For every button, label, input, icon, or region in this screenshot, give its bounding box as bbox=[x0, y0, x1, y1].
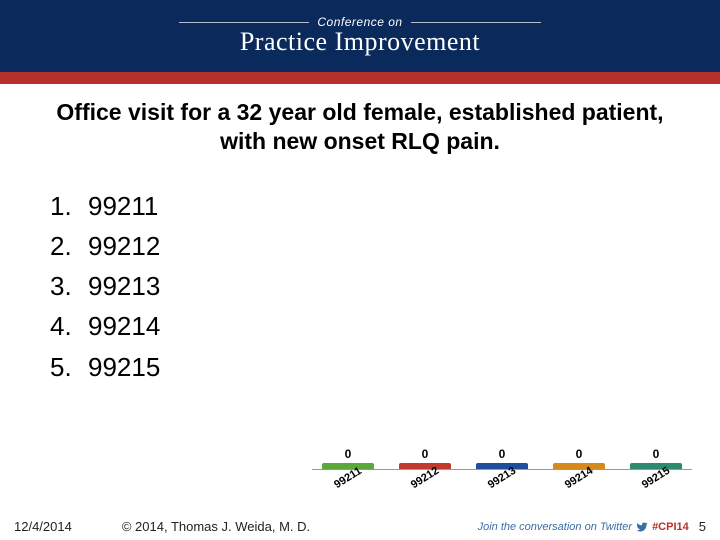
option-row: 3. 99213 bbox=[50, 266, 720, 306]
rule-left bbox=[179, 22, 309, 23]
slide-title: Office visit for a 32 year old female, e… bbox=[0, 84, 720, 156]
bar-value: 0 bbox=[499, 447, 506, 461]
rule-right bbox=[411, 22, 541, 23]
option-code: 99215 bbox=[88, 347, 160, 387]
social-text: Join the conversation on Twitter bbox=[478, 521, 632, 533]
footer-social: Join the conversation on Twitter #CPI14 bbox=[478, 521, 689, 533]
footer: 12/4/2014 © 2014, Thomas J. Weida, M. D.… bbox=[0, 519, 720, 534]
bar-value: 0 bbox=[576, 447, 583, 461]
options-list: 1. 99211 2. 99212 3. 99213 4. 99214 5. 9… bbox=[0, 156, 720, 387]
option-code: 99212 bbox=[88, 226, 160, 266]
bar-value: 0 bbox=[422, 447, 429, 461]
page-number: 5 bbox=[699, 519, 706, 534]
footer-copyright: © 2014, Thomas J. Weida, M. D. bbox=[122, 519, 310, 534]
footer-date: 12/4/2014 bbox=[14, 519, 72, 534]
hashtag: #CPI14 bbox=[652, 521, 689, 533]
response-chart: 0 0 0 0 0 99211 99212 99213 99214 99215 bbox=[312, 412, 692, 492]
option-number: 1. bbox=[50, 186, 88, 226]
option-number: 2. bbox=[50, 226, 88, 266]
option-code: 99214 bbox=[88, 306, 160, 346]
twitter-icon bbox=[636, 521, 648, 533]
option-code: 99213 bbox=[88, 266, 160, 306]
option-row: 5. 99215 bbox=[50, 347, 720, 387]
option-code: 99211 bbox=[88, 186, 158, 226]
option-number: 3. bbox=[50, 266, 88, 306]
accent-bar bbox=[0, 72, 720, 84]
header-banner: Conference on Practice Improvement bbox=[0, 0, 720, 72]
header-title: Practice Improvement bbox=[240, 27, 480, 57]
bar-value: 0 bbox=[345, 447, 352, 461]
option-number: 4. bbox=[50, 306, 88, 346]
option-row: 1. 99211 bbox=[50, 186, 720, 226]
option-number: 5. bbox=[50, 347, 88, 387]
bar-value: 0 bbox=[653, 447, 660, 461]
chart-labels: 99211 99212 99213 99214 99215 bbox=[312, 472, 692, 484]
option-row: 4. 99214 bbox=[50, 306, 720, 346]
option-row: 2. 99212 bbox=[50, 226, 720, 266]
